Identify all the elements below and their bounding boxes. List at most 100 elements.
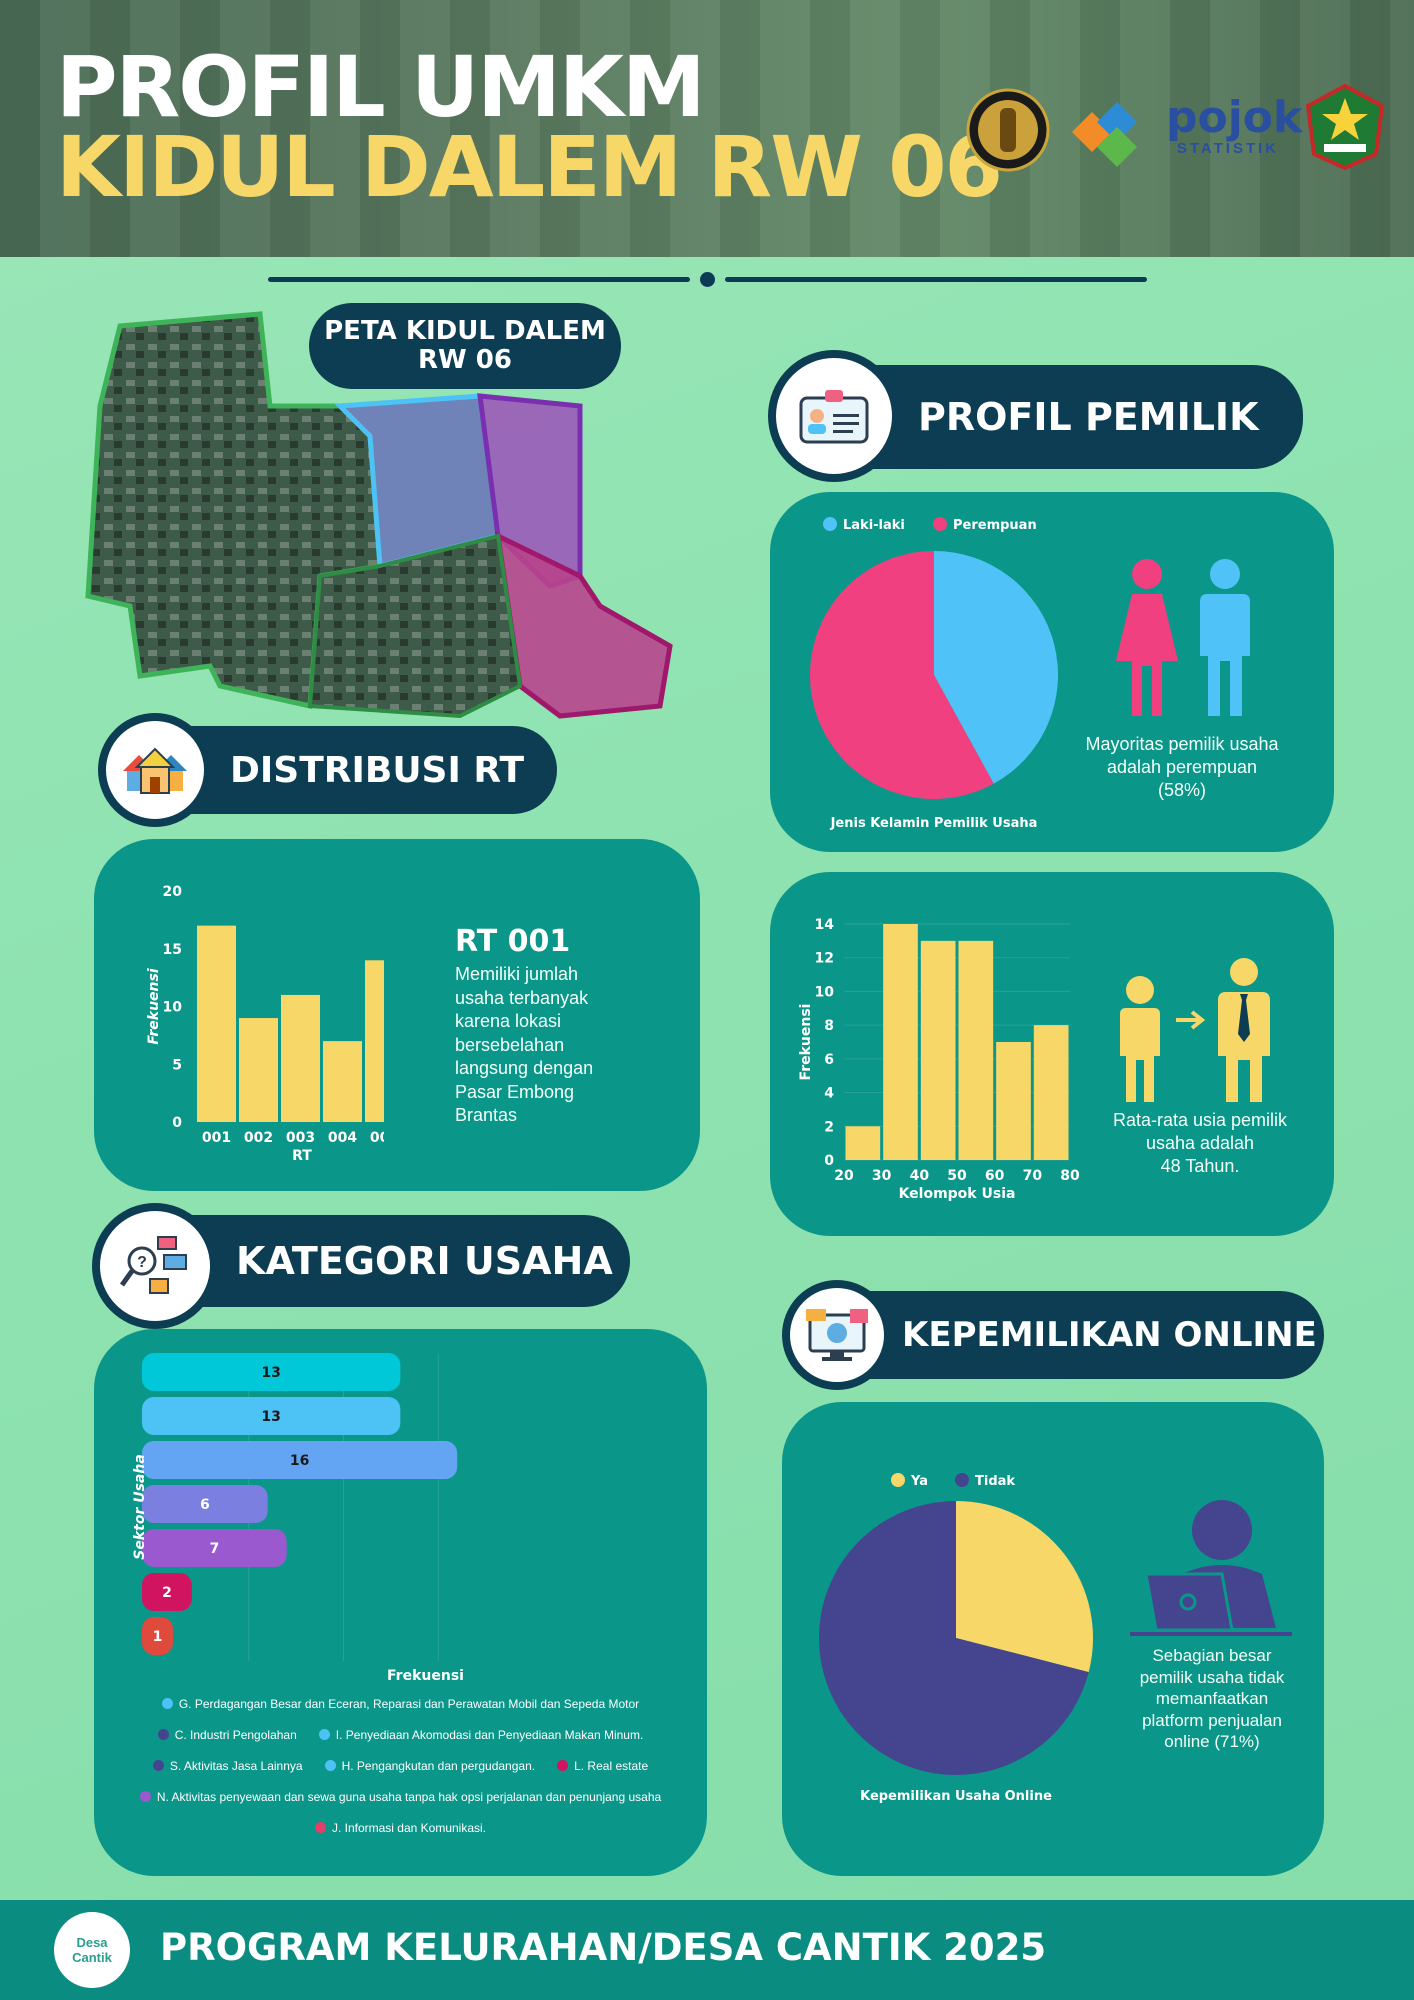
legend-swatch-ya [891, 1473, 905, 1487]
rt-desc-line-2: karena lokasi [455, 1011, 562, 1031]
kepemilikan-online-title: KEPEMILIKAN ONLINE [902, 1315, 1317, 1355]
rt-desc-line-6: Brantas [455, 1105, 518, 1125]
rt-desc-line-5: Pasar Embong [455, 1081, 575, 1102]
rt-panel [94, 839, 700, 1191]
kat-bar-label-4: 7 [209, 1541, 219, 1557]
age-bar-3 [958, 940, 994, 1160]
kota-malang-logo [1306, 84, 1384, 170]
desa-cantik-logo-text1: Desa [76, 1935, 108, 1950]
svg-text:?: ? [137, 1254, 147, 1271]
age-desc-line2: usaha adalah [1145, 1133, 1255, 1153]
legend-label-ya: Ya [910, 1474, 928, 1489]
kat-legend-row: J. Informasi dan Komunikasi. [94, 1813, 707, 1844]
rt-ytick-1: 5 [172, 1057, 182, 1073]
age-xtick-1: 30 [872, 1168, 892, 1184]
legend-label-perempuan: Perempuan [953, 518, 1037, 533]
kat-legend-swatch [139, 1791, 151, 1802]
kat-bar-label-1: 13 [261, 1409, 280, 1425]
kat-bar-label-6: 1 [153, 1629, 163, 1645]
kat-legend-row: G. Perdagangan Besar dan Eceran, Reparas… [94, 1689, 707, 1720]
statistik-text: STATISTIK [1176, 140, 1280, 157]
kat-bar-label-5: 2 [162, 1585, 172, 1601]
rt-desc-line-0: Memiliki jumlah [455, 964, 579, 984]
age-histogram: 0 2 4 6 8 10 12 14 20 30 40 50 60 70 80 Kelompok Usia Fr… [798, 917, 1080, 1202]
distribusi-rt-title: DISTRIBUSI RT [230, 749, 525, 791]
age-xtick-0: 20 [834, 1168, 854, 1184]
age-ytick-7: 14 [815, 917, 835, 933]
bps-logo [1072, 102, 1137, 167]
rt-ytick-3: 15 [163, 942, 182, 958]
kat-xlabel: Frekuensi [387, 1668, 464, 1684]
kat-bar-label-3: 6 [200, 1497, 210, 1513]
gender-pie-slice-0 [934, 551, 1058, 784]
header-banner: PROFIL UMKM KIDUL DALEM RW 06 pojok STAT… [0, 0, 1414, 257]
kat-legend-swatch [314, 1822, 326, 1833]
kat-legend-swatch [161, 1698, 173, 1709]
kat-legend-label: I. Penyediaan Akomodasi dan Penyediaan M… [335, 1728, 644, 1742]
kat-legend-swatch [157, 1729, 169, 1740]
legend-label-tidak: Tidak [975, 1474, 1015, 1489]
age-xtick-3: 50 [947, 1168, 967, 1184]
online-chart-caption: Kepemilikan Usaha Online [860, 1789, 1052, 1804]
rt-xtick-1: 002 [244, 1130, 273, 1146]
legend-swatch-perempuan [933, 517, 947, 531]
age-bar-1 [883, 924, 918, 1160]
rt-description: Memiliki jumlah usaha terbanyak karena lok… [455, 963, 593, 1128]
kat-legend-label: H. Pengangkutan dan pergudangan. [341, 1759, 536, 1773]
desa-cantik-logo: Desa Cantik [54, 1912, 130, 1988]
age-ytick-5: 10 [815, 984, 835, 1000]
kategori-legend: G. Perdagangan Besar dan Eceran, Reparas… [94, 1689, 707, 1844]
online-shop-icon [782, 1280, 892, 1390]
kat-bar-label-0: 13 [261, 1365, 280, 1381]
age-ytick-3: 6 [824, 1052, 834, 1068]
page-title-line2: KIDUL DALEM RW 06 [56, 118, 1003, 216]
online-pie-chart: Ya Tidak Kepemilikan Usaha Online [819, 1473, 1093, 1804]
rt-ylabel: Frekuensi [146, 968, 162, 1044]
legend-swatch-laki [823, 517, 837, 531]
kat-legend-swatch [152, 1760, 164, 1771]
kat-legend-swatch [557, 1760, 569, 1771]
rt-bar-003 [281, 994, 320, 1122]
kat-ylabel: Sektor Usaha [132, 1454, 148, 1560]
gender-desc-line2: adalah perempuan [1106, 757, 1258, 777]
age-bar-5 [1033, 1025, 1069, 1160]
rt-ytick-4: 20 [163, 884, 183, 900]
kat-legend-label: G. Perdagangan Besar dan Eceran, Reparas… [178, 1697, 640, 1711]
kat-legend-swatch [324, 1760, 336, 1771]
age-xlabel: Kelompok Usia [899, 1186, 1016, 1202]
age-xtick-2: 40 [910, 1168, 930, 1184]
online-desc-line-4: online (71%) [1164, 1732, 1260, 1751]
online-description: Sebagian besar pemilik usaha tidak memanfa… [1124, 1645, 1300, 1753]
age-xtick-5: 70 [1023, 1168, 1043, 1184]
kategori-bar-chart: 13 13 16 6 7 2 1 Frekuensi Sektor Usaha [132, 1353, 464, 1684]
kat-bar-3 [142, 1485, 268, 1523]
legend-swatch-tidak [955, 1473, 969, 1487]
id-card-icon [768, 350, 900, 482]
kategori-usaha-title: KATEGORI USAHA [236, 1239, 613, 1283]
pojok-statistik-logo: pojok STATISTIK [1166, 92, 1303, 166]
age-ytick-2: 4 [824, 1086, 834, 1102]
kat-legend-swatch [318, 1729, 330, 1740]
kat-bar-6 [142, 1617, 173, 1655]
age-ytick-4: 8 [824, 1018, 834, 1034]
divider-right [725, 277, 1147, 282]
gender-pie-slice-1 [810, 551, 994, 799]
online-pie-slice-1 [819, 1501, 1089, 1775]
search-category-icon: ? [92, 1203, 218, 1329]
rt-ytick-2: 10 [163, 1000, 183, 1016]
gender-description: Mayoritas pemilik usaha adalah perempuan… [1062, 733, 1302, 802]
rt-xtick-3: 004 [328, 1130, 357, 1146]
kat-bar-0 [142, 1353, 401, 1391]
age-description: Rata-rata usia pemilik usaha adalah 48 T… [1084, 1109, 1316, 1178]
legend-label-laki: Laki-laki [843, 518, 905, 533]
gender-desc-line3: (58%) [1157, 780, 1206, 800]
rt-xtick-0: 001 [202, 1130, 231, 1146]
kat-legend-label: N. Aktivitas penyewaan dan sewa guna usa… [156, 1790, 662, 1804]
online-desc-line-3: platform penjualan [1142, 1710, 1282, 1730]
age-desc-line1: Rata-rata usia pemilik [1112, 1110, 1288, 1130]
pojok-text: pojok [1166, 92, 1303, 143]
age-ytick-6: 12 [815, 951, 834, 967]
kat-legend-label: C. Industri Pengolahan [174, 1728, 297, 1742]
rt-desc-line-4: langsung dengan [455, 1058, 594, 1078]
universitas-brawijaya-logo [966, 88, 1050, 172]
